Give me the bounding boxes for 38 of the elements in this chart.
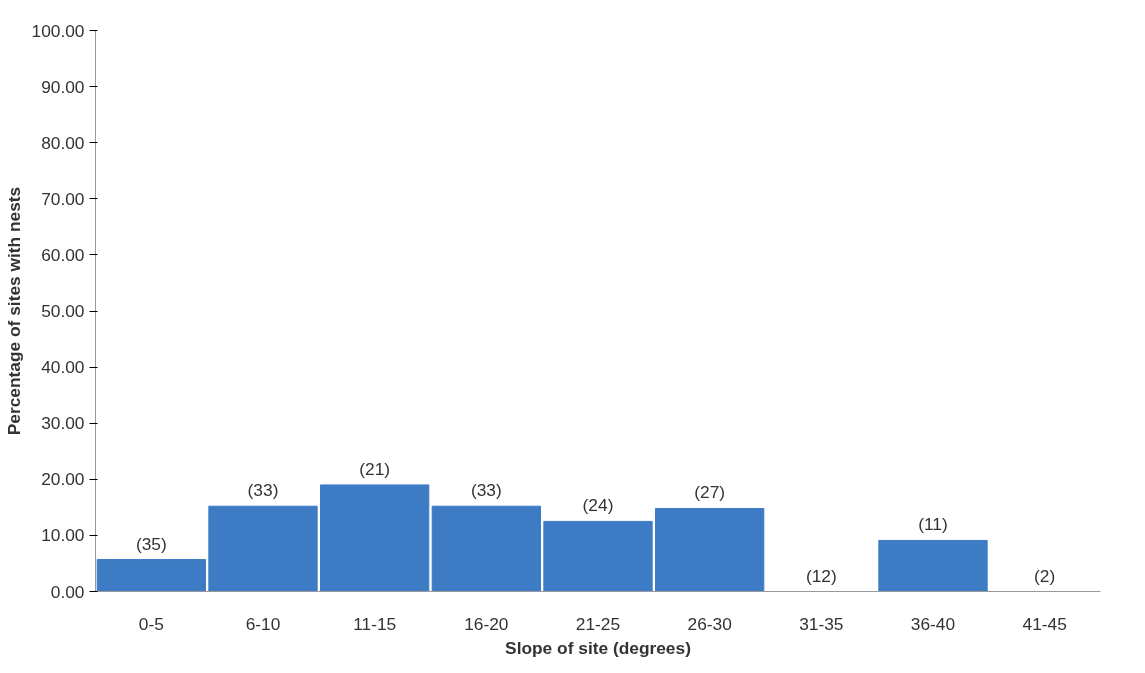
y-tick-label: 30.00: [41, 413, 85, 434]
x-tick-label: 26-30: [687, 613, 732, 634]
x-tick-label: 31-35: [799, 613, 844, 634]
annotation: (21): [359, 458, 391, 479]
y-tick-label: 60.00: [41, 244, 85, 265]
y-tick-label: 90.00: [41, 76, 85, 97]
bar: [208, 505, 318, 592]
bar: [96, 559, 206, 592]
annotation: (11): [918, 514, 948, 535]
y-tick-label: 80.00: [41, 132, 85, 153]
annotation: (33): [470, 480, 502, 501]
y-tick-label: 70.00: [41, 188, 85, 209]
annotation: (24): [582, 495, 614, 516]
annotation: (35): [135, 533, 167, 554]
y-tick-label: 0.00: [50, 581, 85, 602]
x-tick-label: 6-10: [245, 613, 281, 634]
bar: [655, 507, 765, 592]
x-tick-label: 36-40: [910, 613, 956, 634]
annotation: (12): [805, 565, 837, 586]
y-tick-label: 40.00: [41, 357, 85, 378]
y-axis-title: Percentage of sites with nests: [3, 186, 24, 436]
bar: [878, 539, 988, 592]
x-tick-label: 41-45: [1022, 613, 1067, 634]
x-axis-title: Slope of site (degrees): [505, 637, 691, 658]
x-tick-label: 16-20: [464, 613, 509, 634]
annotation: (33): [247, 480, 279, 501]
y-tick-label: 50.00: [41, 301, 85, 321]
x-tick-label: 21-25: [575, 613, 621, 634]
bar: [543, 520, 653, 592]
bar: [431, 505, 541, 592]
y-tick-label: 10.00: [41, 525, 85, 546]
y-tick-label: 100.00: [31, 20, 85, 41]
x-tick-label: 0-5: [138, 613, 164, 634]
annotation: (2): [1034, 565, 1056, 586]
y-tick-label: 20.00: [41, 469, 85, 490]
annotation: (27): [694, 482, 726, 503]
x-tick-label: 11-15: [353, 613, 397, 634]
bar: [320, 484, 430, 592]
